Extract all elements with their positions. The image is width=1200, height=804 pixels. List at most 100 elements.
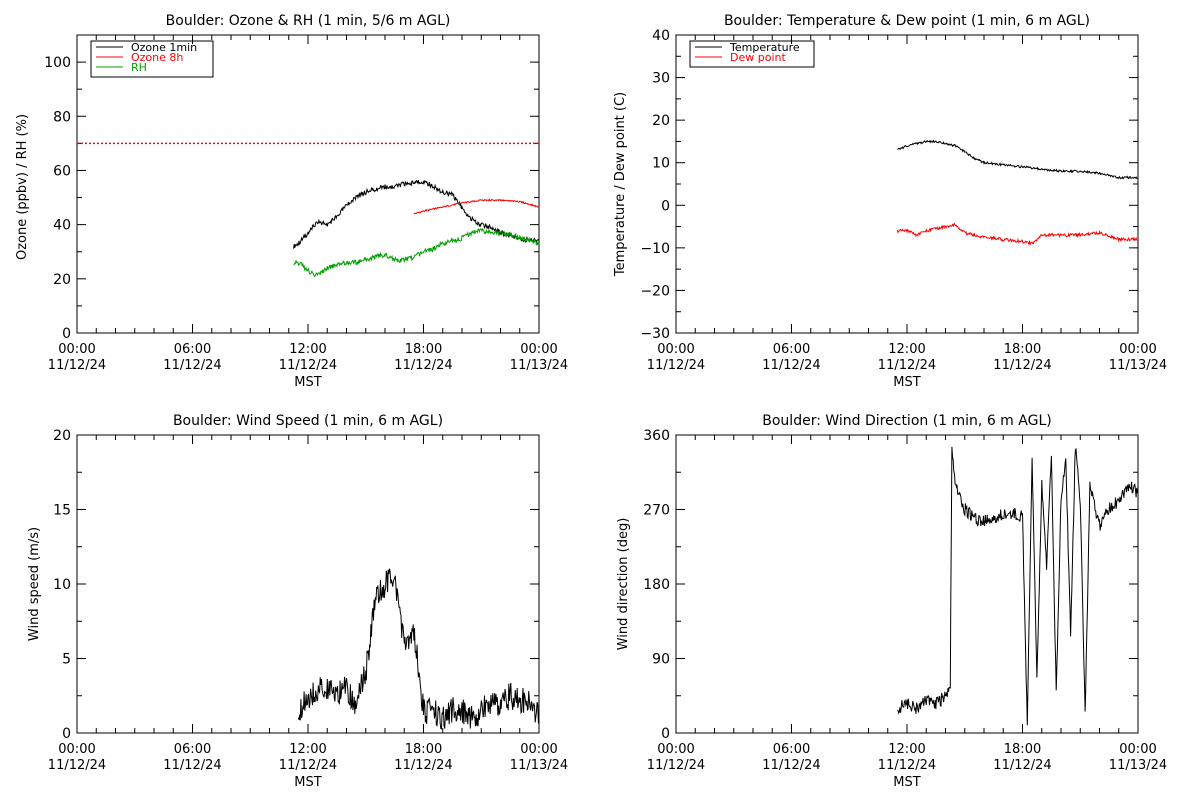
series-line-series-0: [297, 568, 540, 730]
x-tick-time-label: 00:00: [1119, 742, 1156, 757]
y-tick-label: 40: [53, 218, 71, 234]
y-axis-label: Wind direction (deg): [616, 518, 631, 651]
x-tick-date-label: 11/12/24: [647, 758, 705, 773]
x-tick-time-label: 00:00: [58, 742, 95, 757]
x-axis-label: MST: [893, 375, 920, 390]
x-tick-date-label: 11/13/24: [1109, 758, 1167, 773]
y-tick-label: 0: [661, 198, 670, 214]
x-tick-time-label: 18:00: [1004, 342, 1041, 357]
chart-title: Boulder: Ozone & RH (1 min, 5/6 m AGL): [166, 13, 451, 29]
series-line-rh: [293, 228, 540, 278]
plot-frame: [76, 434, 540, 734]
temperature-dewpoint-panel: Boulder: Temperature & Dew point (1 min,…: [613, 13, 1167, 390]
x-tick-date-label: 11/12/24: [878, 358, 936, 373]
y-tick-label: 80: [53, 109, 71, 125]
x-tick-date-label: 11/13/24: [510, 758, 568, 773]
ozone-rh-panel: Boulder: Ozone & RH (1 min, 5/6 m AGL) O…: [15, 13, 568, 390]
x-tick-time-label: 18:00: [405, 342, 442, 357]
legend-label: RH: [131, 61, 147, 74]
series-line-dew-point: [896, 222, 1139, 246]
x-tick-time-label: 00:00: [657, 342, 694, 357]
y-axis-label: Ozone (ppbv) / RH (%): [15, 114, 30, 260]
y-tick-label: 10: [652, 156, 670, 172]
plot-frame: [675, 434, 1139, 734]
x-tick-date-label: 11/12/24: [878, 758, 936, 773]
y-tick-label: −10: [640, 241, 670, 257]
y-tick-label: 0: [62, 726, 71, 742]
wind-direction-panel: Boulder: Wind Direction (1 min, 6 m AGL)…: [616, 413, 1167, 790]
x-tick-time-label: 06:00: [773, 342, 810, 357]
x-tick-time-label: 00:00: [1119, 342, 1156, 357]
x-tick-date-label: 11/12/24: [48, 758, 106, 773]
x-tick-time-label: 06:00: [174, 342, 211, 357]
x-tick-date-label: 11/12/24: [762, 758, 820, 773]
x-tick-date-label: 11/12/24: [394, 758, 452, 773]
x-tick-date-label: 11/12/24: [279, 358, 337, 373]
x-tick-date-label: 11/12/24: [279, 758, 337, 773]
legend-label: Ozone 8h: [131, 51, 183, 64]
legend-box: [689, 40, 815, 68]
x-axis-label: MST: [893, 775, 920, 790]
x-tick-time-label: 06:00: [773, 742, 810, 757]
legend-label: Ozone 1min: [131, 41, 197, 54]
x-tick-date-label: 11/12/24: [394, 358, 452, 373]
legend-label: Dew point: [730, 51, 786, 64]
series-line-ozone-8h: [413, 198, 540, 215]
y-tick-label: 0: [62, 326, 71, 342]
x-tick-date-label: 11/12/24: [993, 358, 1051, 373]
x-tick-date-label: 11/12/24: [48, 358, 106, 373]
x-tick-time-label: 06:00: [174, 742, 211, 757]
x-tick-date-label: 11/12/24: [163, 758, 221, 773]
x-tick-date-label: 11/12/24: [647, 358, 705, 373]
x-tick-time-label: 00:00: [657, 742, 694, 757]
x-tick-time-label: 12:00: [888, 742, 925, 757]
x-tick-time-label: 18:00: [405, 742, 442, 757]
x-tick-date-label: 11/13/24: [510, 358, 568, 373]
x-tick-date-label: 11/13/24: [1109, 358, 1167, 373]
series-line-series-0: [897, 446, 1139, 726]
y-axis-label: Wind speed (m/s): [27, 527, 42, 641]
plot-frame: [675, 34, 1139, 334]
chart-title: Boulder: Temperature & Dew point (1 min,…: [724, 13, 1090, 29]
y-tick-label: 20: [53, 272, 71, 288]
x-tick-date-label: 11/12/24: [762, 358, 820, 373]
plot-frame: [76, 34, 540, 334]
y-tick-label: 0: [661, 726, 670, 742]
wind-speed-panel: Boulder: Wind Speed (1 min, 6 m AGL) Win…: [27, 413, 568, 790]
x-tick-time-label: 12:00: [289, 342, 326, 357]
chart-title: Boulder: Wind Speed (1 min, 6 m AGL): [173, 413, 443, 429]
chart-title: Boulder: Wind Direction (1 min, 6 m AGL): [762, 413, 1051, 429]
x-tick-time-label: 12:00: [888, 342, 925, 357]
series-line-temperature: [897, 139, 1139, 180]
y-tick-label: 10: [53, 577, 71, 593]
y-tick-label: 5: [62, 652, 71, 668]
x-tick-time-label: 00:00: [520, 342, 557, 357]
y-tick-label: 20: [652, 113, 670, 129]
x-axis-label: MST: [294, 375, 321, 390]
y-tick-label: −30: [640, 326, 670, 342]
y-tick-label: 60: [53, 163, 71, 179]
x-tick-time-label: 18:00: [1004, 742, 1041, 757]
y-tick-label: 30: [652, 71, 670, 87]
y-tick-label: 360: [643, 428, 670, 444]
y-tick-label: 20: [53, 428, 71, 444]
y-axis-label: Temperature / Dew point (C): [613, 92, 628, 277]
legend-label: Temperature: [729, 41, 800, 54]
x-tick-time-label: 12:00: [289, 742, 326, 757]
y-tick-label: 90: [652, 652, 670, 668]
x-tick-time-label: 00:00: [520, 742, 557, 757]
y-tick-label: 40: [652, 28, 670, 44]
x-tick-date-label: 11/12/24: [993, 758, 1051, 773]
x-axis-label: MST: [294, 775, 321, 790]
y-tick-label: 180: [643, 577, 670, 593]
y-tick-label: 15: [53, 503, 71, 519]
y-tick-label: 270: [643, 503, 670, 519]
series-line-ozone-1min: [293, 179, 540, 249]
y-tick-label: 100: [44, 55, 71, 71]
x-tick-time-label: 00:00: [58, 342, 95, 357]
x-tick-date-label: 11/12/24: [163, 358, 221, 373]
